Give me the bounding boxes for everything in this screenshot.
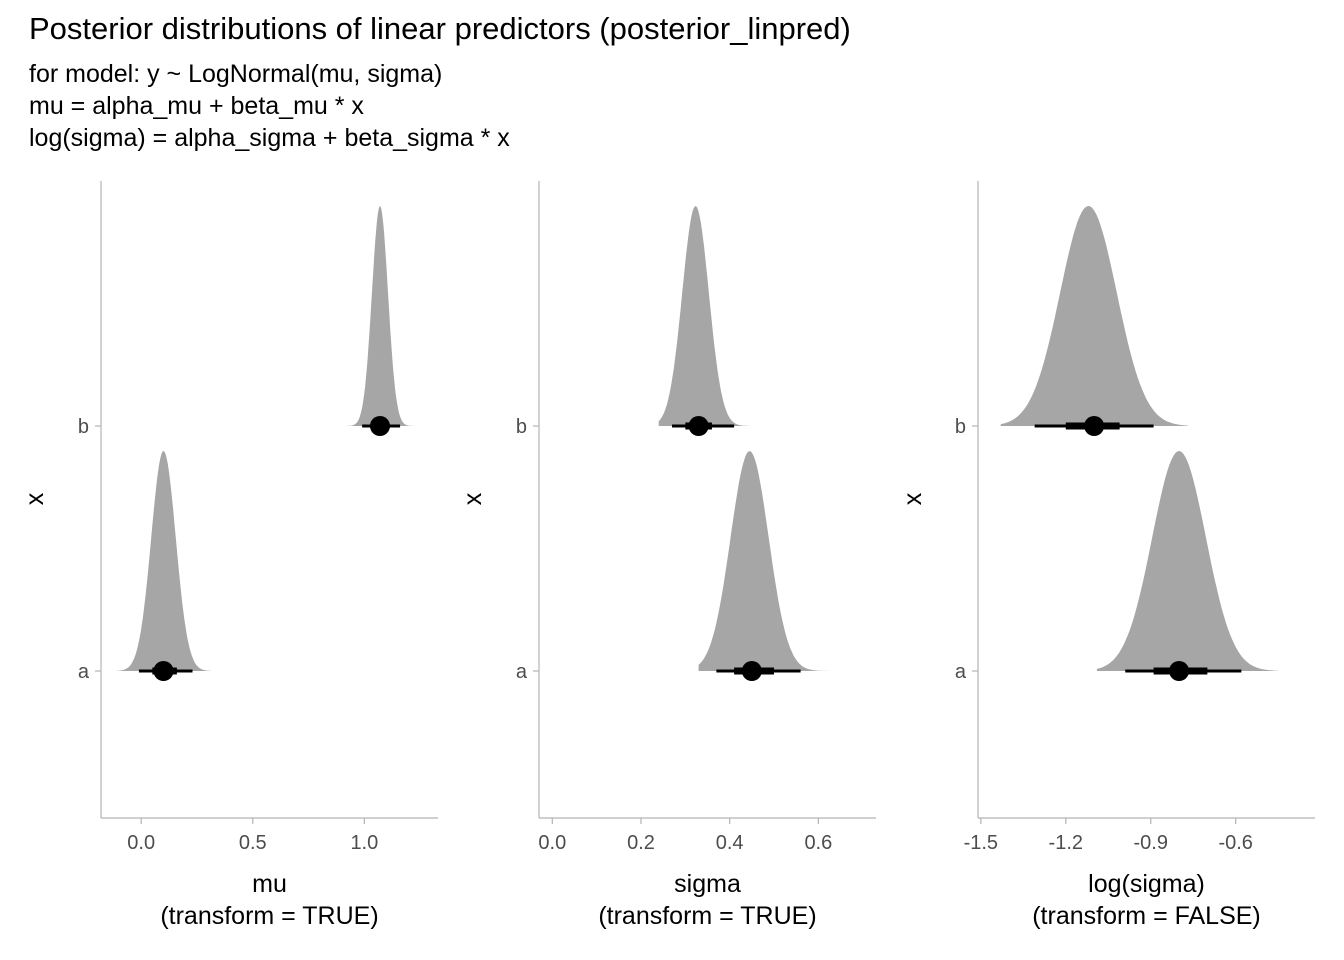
- x-tick-label: 0.4: [716, 832, 744, 854]
- median-point-b: [369, 416, 390, 436]
- x-tick-label: 1.0: [350, 832, 378, 854]
- y-axis-title: x: [21, 492, 49, 505]
- x-tick-label: -0.9: [1134, 832, 1168, 854]
- y-tick-label: b: [516, 416, 527, 438]
- median-point-b: [1084, 416, 1105, 436]
- density-a: [116, 451, 211, 671]
- y-tick-label: a: [516, 661, 528, 683]
- y-tick-label: b: [78, 416, 89, 438]
- y-tick-label: a: [78, 661, 90, 683]
- median-point-a: [153, 661, 174, 681]
- x-tick-label: 0.5: [239, 832, 267, 854]
- density-b: [339, 206, 418, 426]
- facet-panel: 0.0 0.5 1.0 a b mu (transform = TRUE) x: [21, 181, 438, 930]
- x-axis-title: sigma: [674, 870, 741, 898]
- density-a: [1096, 451, 1279, 671]
- x-tick-label: 0.2: [627, 832, 655, 854]
- x-tick-label: -1.5: [964, 832, 998, 854]
- x-tick-label: 0.6: [804, 832, 832, 854]
- x-tick-label: -1.2: [1049, 832, 1083, 854]
- x-axis-title: log(sigma): [1088, 870, 1205, 898]
- chart-subtitle-line-1: for model: y ~ LogNormal(mu, sigma): [29, 60, 442, 88]
- x-axis-title: mu: [252, 870, 287, 898]
- x-tick-label: 0.0: [127, 832, 155, 854]
- y-axis-title: x: [899, 492, 927, 505]
- chart-subtitle-line-3: log(sigma) = alpha_sigma + beta_sigma * …: [29, 124, 510, 152]
- x-axis-subtitle: (transform = TRUE): [598, 902, 816, 930]
- facet-panel: 0.0 0.2 0.4 0.6 a b sigma (transform = TRUE) x: [459, 181, 876, 930]
- chart-subtitle-line-2: mu = alpha_mu + beta_mu * x: [29, 92, 364, 120]
- density-b: [1000, 206, 1188, 426]
- x-axis-subtitle: (transform = TRUE): [160, 902, 378, 930]
- y-axis-title: x: [459, 492, 487, 505]
- x-axis-subtitle: (transform = FALSE): [1032, 902, 1261, 930]
- facet-panel: -1.5 -1.2 -0.9 -0.6 a b log(sigma) (transform =…: [899, 181, 1315, 930]
- x-tick-label: -0.6: [1218, 832, 1252, 854]
- y-tick-label: b: [955, 416, 966, 438]
- median-point-a: [741, 661, 762, 681]
- chart-title: Posterior distributions of linear predic…: [29, 11, 851, 46]
- density-b: [658, 206, 761, 426]
- density-a: [698, 451, 832, 671]
- median-point-b: [688, 416, 709, 436]
- x-tick-label: 0.0: [538, 832, 566, 854]
- median-point-a: [1169, 661, 1190, 681]
- y-tick-label: a: [955, 661, 967, 683]
